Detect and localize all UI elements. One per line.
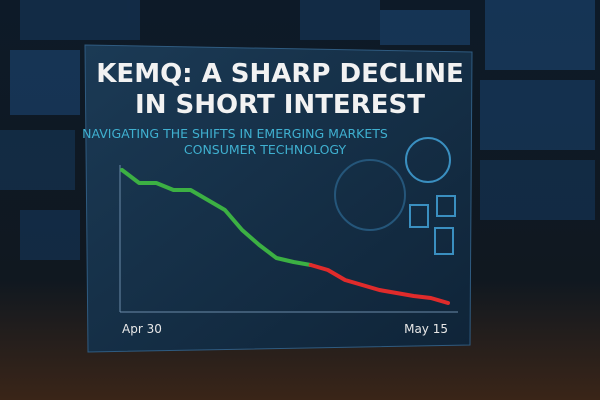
background-screens bbox=[0, 0, 595, 260]
line-series bbox=[308, 263, 450, 305]
x-tick-label: May 15 bbox=[404, 322, 448, 336]
line-series bbox=[120, 168, 313, 267]
subtitle-line: NAVIGATING THE SHIFTS IN EMERGING MARKET… bbox=[82, 126, 388, 141]
title-line: KEMQ: A SHARP DECLINE bbox=[96, 59, 463, 89]
title-line: IN SHORT INTEREST bbox=[135, 90, 425, 120]
x-tick-label: Apr 30 bbox=[122, 322, 162, 336]
chart-panel bbox=[84, 44, 473, 353]
subtitle-line: CONSUMER TECHNOLOGY bbox=[184, 142, 347, 157]
icons bbox=[334, 137, 456, 255]
